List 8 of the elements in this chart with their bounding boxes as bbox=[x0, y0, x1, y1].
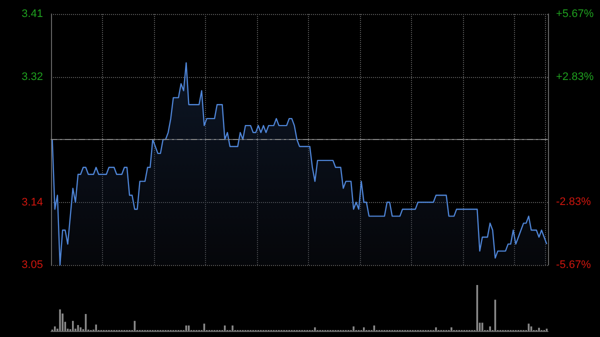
y-tick-label: 3.41 bbox=[22, 8, 43, 20]
y-tick-label: 3.05 bbox=[22, 259, 43, 271]
y-tick-label: 3.14 bbox=[22, 196, 43, 208]
y2-tick-label: -5.67% bbox=[556, 259, 592, 271]
y2-tick-label: -2.83% bbox=[556, 196, 592, 208]
y2-tick-label: +5.67% bbox=[556, 8, 594, 20]
y2-tick-label: +2.83% bbox=[556, 70, 594, 83]
y-tick-label: 3.32 bbox=[22, 70, 43, 83]
